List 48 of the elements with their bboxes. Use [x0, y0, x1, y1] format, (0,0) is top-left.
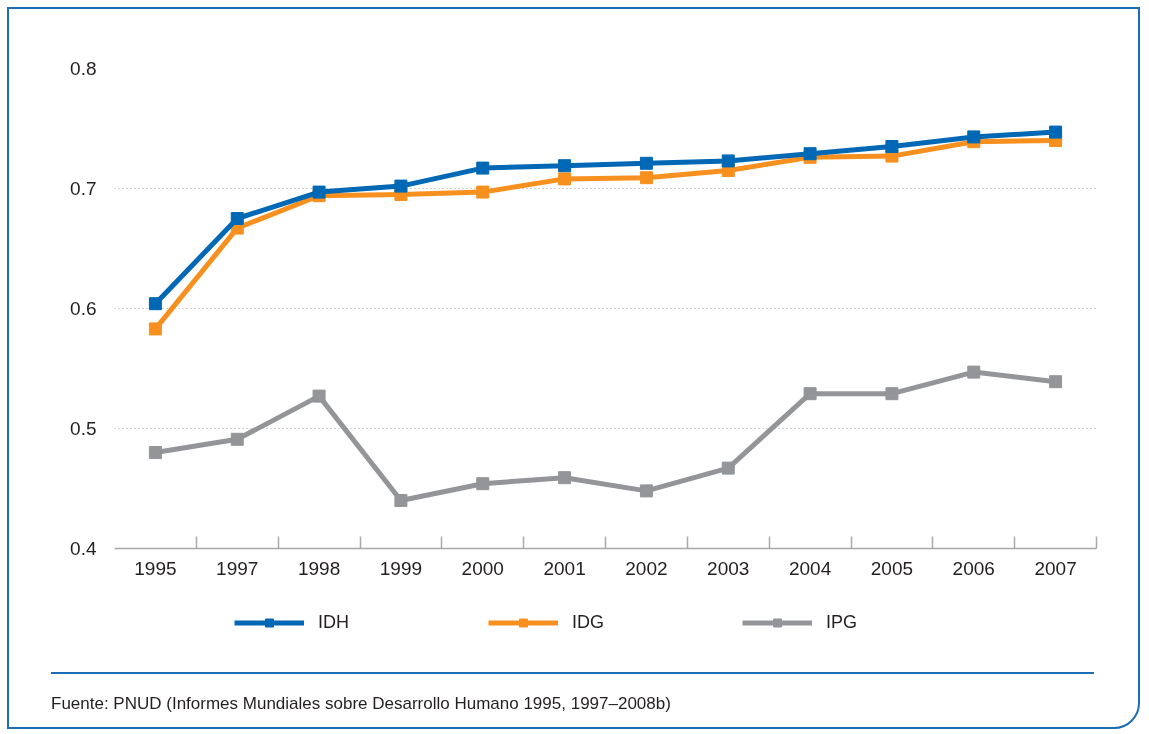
point: [885, 387, 899, 401]
x-tick-label: 2005: [870, 557, 914, 579]
point: [148, 322, 162, 336]
point: [885, 140, 899, 153]
point: [148, 446, 162, 459]
x-tick-label: 2001: [543, 557, 586, 579]
x-tick-label: 1997: [216, 557, 259, 579]
source-note: Fuente: PNUD (Informes Mundiales sobre Desarrollo Humano 1995, 1997–2008b): [51, 693, 671, 715]
x-tick-label: 1999: [379, 557, 423, 579]
x-tick-label: 2002: [625, 557, 668, 579]
point: [558, 172, 572, 186]
legend-label: IDH: [318, 611, 350, 633]
point: [721, 154, 735, 168]
y-tick-label: 0.7: [70, 178, 97, 199]
point: [1049, 125, 1063, 139]
point: [558, 471, 572, 485]
point: [639, 484, 653, 498]
point: [230, 212, 244, 225]
legend-label: IPG: [826, 611, 858, 633]
point: [312, 389, 326, 403]
point: [394, 179, 408, 193]
point: [639, 171, 653, 185]
x-tick-label: 2000: [461, 557, 504, 579]
point: [803, 387, 817, 401]
point: [476, 185, 490, 199]
point: [639, 156, 653, 170]
y-tick-label: 0.5: [70, 418, 97, 439]
point: [476, 161, 490, 175]
point: [1049, 375, 1063, 389]
point: [967, 130, 981, 144]
y-tick-label: 0.4: [70, 538, 97, 559]
point: [394, 494, 408, 507]
x-tick-label: 2006: [952, 557, 995, 579]
x-tick-label: 2007: [1034, 557, 1077, 579]
point: [148, 297, 162, 311]
point: [967, 365, 981, 379]
x-tick-label: 1995: [134, 557, 177, 579]
point: [558, 159, 572, 173]
y-tick-label: 0.6: [70, 298, 97, 319]
y-tick-label: 0.8: [70, 58, 97, 79]
point: [230, 432, 244, 446]
x-tick-label: 2004: [788, 557, 832, 579]
point: [476, 477, 490, 491]
x-tick-label: 1998: [297, 557, 341, 579]
point: [721, 461, 735, 475]
x-tick-label: 2003: [707, 557, 750, 579]
legend-label: IDG: [572, 611, 605, 633]
point: [312, 185, 326, 199]
